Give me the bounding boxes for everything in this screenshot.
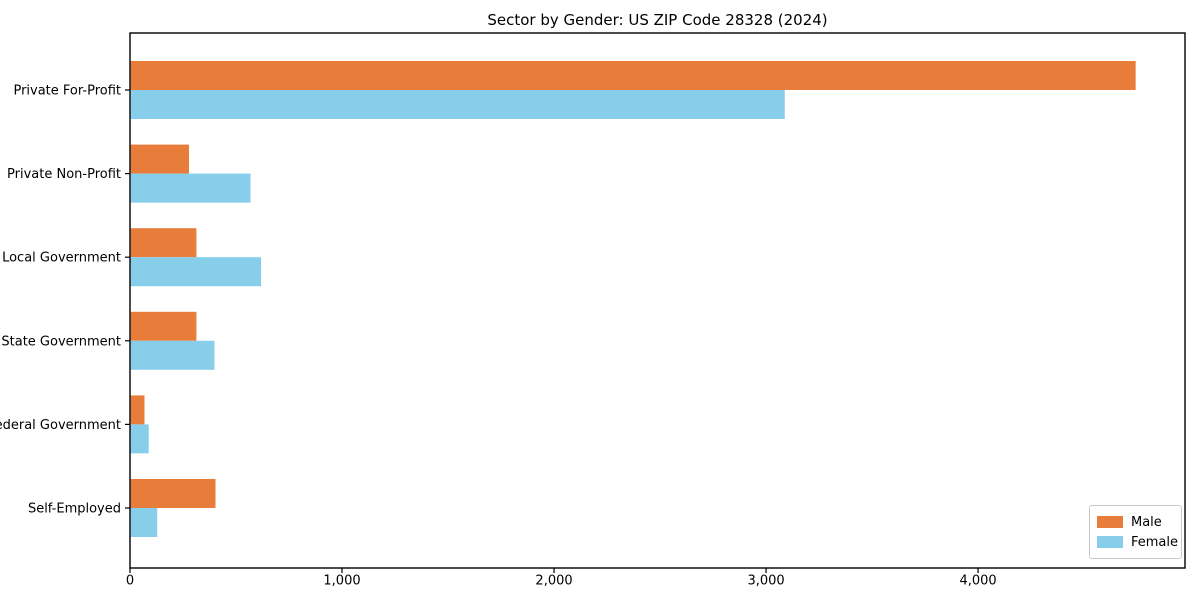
legend-label-male: Male [1131,514,1162,530]
x-tick-label: 2,000 [535,574,572,589]
bar-female-private-non-profit [130,173,251,203]
legend-item-female: Female [1097,532,1178,552]
legend: Male Female [1089,505,1182,559]
chart-title: Sector by Gender: US ZIP Code 28328 (202… [487,11,828,29]
x-tick-label: 1,000 [323,574,360,589]
plot-frame [129,32,1186,569]
y-tick-label-private-non-profit: Private Non-Profit [7,167,121,182]
bar-male-local-government [130,228,197,258]
bar-male-self-employed [130,479,216,508]
bar-female-local-government [130,257,262,287]
y-tick-label-state-government: State Government [1,334,121,349]
bar-female-state-government [130,340,215,370]
bar-male-private-for-profit [130,61,1136,90]
bar-male-private-non-profit [130,144,190,174]
x-tick-label: 0 [126,574,134,589]
legend-item-male: Male [1097,512,1173,532]
bar-female-federal-government [130,424,149,454]
bar-male-federal-government [130,395,145,425]
bar-male-state-government [130,311,197,341]
bar-female-self-employed [130,508,158,537]
y-tick-label-private-for-profit: Private For-Profit [13,84,121,99]
male-color-swatch [1097,516,1123,528]
y-tick-label-self-employed: Self-Employed [28,502,121,517]
y-tick-label-federal-government: Federal Government [0,418,121,433]
female-color-swatch [1097,536,1123,548]
y-tick-label-local-government: Local Government [2,251,121,266]
bar-female-private-for-profit [130,90,785,119]
legend-label-female: Female [1131,534,1179,550]
x-tick-label: 3,000 [747,574,784,589]
x-tick-label: 4,000 [959,574,996,589]
